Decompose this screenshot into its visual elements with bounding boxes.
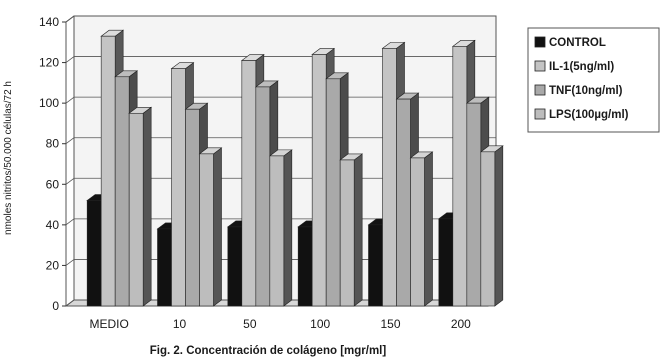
gridline-side — [65, 299, 75, 307]
gridline-side — [65, 259, 75, 266]
x-tick-label: 150 — [380, 317, 400, 331]
y-tick-label: 0 — [52, 299, 59, 313]
legend-item: LPS(100µg/ml) — [534, 108, 629, 121]
legend-item: IL-1(5ng/ml) — [534, 60, 614, 73]
legend-item: TNF(10ng/ml) — [534, 84, 623, 97]
gridline-side — [65, 218, 75, 226]
y-tick-label: 20 — [46, 258, 60, 272]
gridline-side — [65, 137, 75, 145]
legend-swatch — [534, 84, 546, 96]
legend-swatch — [534, 60, 546, 72]
y-tick-label: 140 — [39, 15, 59, 29]
legend-label: CONTROL — [549, 37, 606, 49]
legend-label: LPS(100µg/ml) — [549, 109, 629, 121]
x-tick-label: MEDIO — [89, 317, 128, 331]
figure-caption: Fig. 2. Concentración de colágeno [mgr/m… — [150, 345, 387, 357]
y-axis-title: nmoles nitritos/50.000 células/72 h — [3, 81, 14, 235]
bar — [339, 153, 364, 307]
y-tick-labels: 0 20 40 60 80 100 120 140 — [39, 15, 59, 313]
gridline-side — [65, 15, 75, 23]
legend-swatch — [534, 108, 546, 120]
legend-swatch — [534, 36, 546, 48]
legend-box — [527, 27, 660, 133]
legend-item: CONTROL — [534, 36, 606, 49]
bars — [86, 29, 504, 307]
legend: CONTROL IL-1(5ng/ml) TNF(10ng/ml) LPS(100µg… — [527, 27, 660, 133]
gridline-side — [65, 56, 75, 63]
gridline-side — [65, 96, 75, 104]
x-tick-label: 100 — [310, 317, 330, 331]
bar — [128, 106, 153, 307]
x-tick-label: 200 — [451, 317, 471, 331]
bar — [268, 149, 293, 307]
legend-label: TNF(10ng/ml) — [549, 85, 623, 97]
x-tick-labels: MEDIO 10 50 100 150 200 — [89, 317, 471, 331]
y-tick-label: 40 — [46, 218, 60, 232]
x-tick-label: 50 — [243, 317, 257, 331]
bar — [198, 147, 223, 307]
bar — [479, 145, 504, 307]
bar — [409, 151, 434, 307]
gridline-side — [65, 177, 75, 185]
legend-label: IL-1(5ng/ml) — [549, 61, 614, 73]
y-tick-label: 60 — [46, 177, 60, 191]
x-tick-label: 10 — [173, 317, 187, 331]
y-tick-label: 80 — [46, 137, 60, 151]
y-tick-label: 100 — [39, 96, 59, 110]
y-tick-label: 120 — [39, 56, 59, 70]
